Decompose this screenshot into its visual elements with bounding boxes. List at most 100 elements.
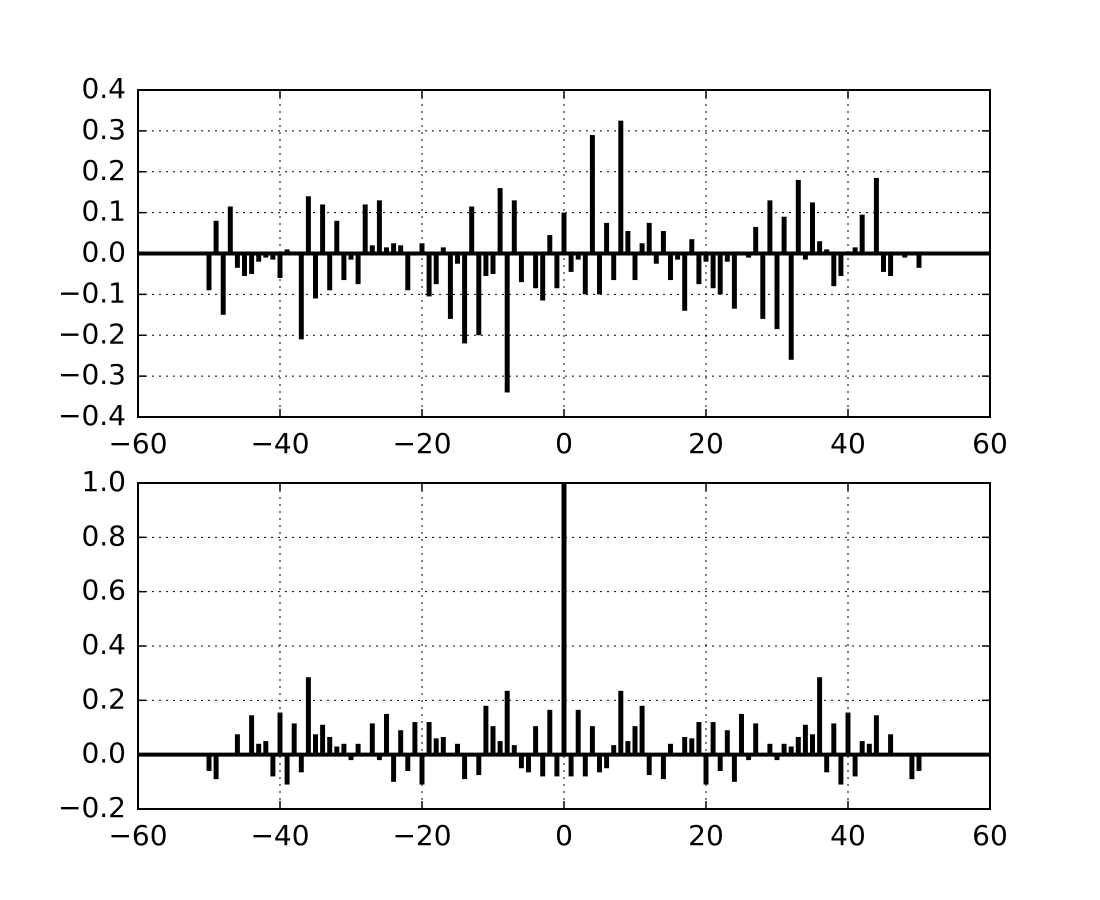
x-tick-label: 60 <box>972 427 1008 460</box>
bar <box>533 726 539 755</box>
bar <box>717 253 723 295</box>
bar <box>355 253 361 285</box>
bar <box>788 253 794 360</box>
bar <box>220 253 226 315</box>
bar <box>916 754 922 771</box>
bar <box>419 243 425 254</box>
bar <box>334 746 340 755</box>
x-tick-label: −40 <box>250 427 309 460</box>
bar <box>731 253 737 309</box>
bar <box>483 253 489 276</box>
bar <box>483 705 489 755</box>
bar <box>305 196 311 254</box>
bar <box>838 754 844 785</box>
y-tick-label: −0.2 <box>58 317 126 350</box>
bar <box>327 253 333 291</box>
bar <box>369 245 375 254</box>
bar <box>760 253 766 319</box>
y-tick-label: −0.4 <box>58 399 126 432</box>
x-tick-label: −40 <box>250 819 309 852</box>
bar <box>213 220 219 254</box>
plot-frame <box>137 482 991 810</box>
bar <box>632 253 638 281</box>
bar <box>213 754 219 780</box>
bar <box>277 253 283 279</box>
bar <box>888 734 894 755</box>
bar <box>888 253 894 276</box>
bar <box>831 723 837 755</box>
bar <box>362 204 368 254</box>
bar <box>369 723 375 755</box>
bar <box>788 746 794 755</box>
bar <box>256 743 262 755</box>
bar <box>433 253 439 285</box>
bar <box>689 239 695 254</box>
bar <box>625 231 631 254</box>
bar <box>405 754 411 771</box>
bar <box>355 743 361 755</box>
bar <box>561 212 567 254</box>
bar <box>710 253 716 289</box>
bar <box>845 712 851 755</box>
bar <box>518 754 524 769</box>
bar <box>554 754 560 777</box>
bar <box>810 734 815 755</box>
bar <box>568 754 574 777</box>
bar <box>511 745 517 755</box>
bar <box>419 754 425 785</box>
x-tick-label: 0 <box>555 819 573 852</box>
bar <box>575 253 581 260</box>
bar <box>547 235 553 254</box>
bar <box>320 724 326 755</box>
bar <box>824 249 830 254</box>
bar <box>234 734 240 755</box>
bar <box>831 253 837 287</box>
bar <box>689 738 695 755</box>
bar <box>618 120 624 254</box>
bar <box>866 743 872 755</box>
bar <box>824 754 830 773</box>
bar <box>703 253 709 262</box>
bar <box>462 253 468 344</box>
bar <box>455 253 460 264</box>
y-tick-label: 0.8 <box>81 519 126 552</box>
bar <box>376 200 382 254</box>
bar <box>234 253 240 268</box>
bar <box>206 754 212 771</box>
plot-frame <box>137 89 991 418</box>
bar <box>270 253 276 260</box>
bar <box>817 677 823 755</box>
bar <box>746 253 752 258</box>
bar <box>703 754 709 785</box>
bar <box>518 253 524 283</box>
bar <box>504 690 510 755</box>
bar <box>455 743 460 755</box>
bar <box>440 247 446 254</box>
bar <box>767 200 773 254</box>
bar <box>859 214 865 254</box>
bar <box>859 741 865 755</box>
y-tick-label: 0.0 <box>81 236 126 269</box>
bar <box>291 723 297 755</box>
y-tick-label: 0.6 <box>81 574 126 607</box>
bar <box>462 754 468 780</box>
bar <box>341 253 347 281</box>
bar <box>611 253 617 281</box>
bar <box>313 253 318 299</box>
bar <box>298 253 304 340</box>
bar <box>639 705 645 755</box>
bar <box>348 754 354 761</box>
bar <box>497 741 503 755</box>
bar <box>384 247 389 254</box>
bar <box>646 754 652 776</box>
bar <box>767 743 773 755</box>
bar <box>249 715 255 755</box>
y-tick-label: 0.4 <box>81 72 126 105</box>
y-tick-label: 0.0 <box>81 737 126 770</box>
bar <box>668 743 673 755</box>
bar <box>774 253 780 330</box>
bar <box>554 253 560 289</box>
bar <box>632 726 638 755</box>
x-tick-label: −20 <box>392 427 451 460</box>
bar <box>305 677 311 755</box>
